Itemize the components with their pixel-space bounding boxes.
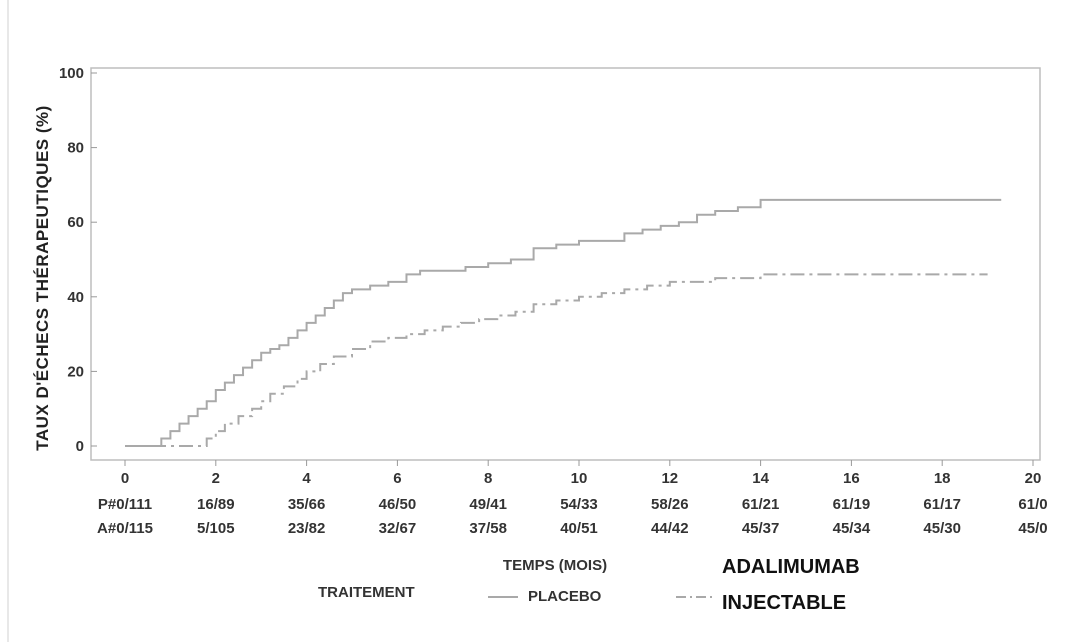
risk-adalimumab-cell: 32/67 bbox=[379, 520, 417, 537]
risk-placebo-cell: 46/50 bbox=[379, 496, 417, 513]
plot-frame bbox=[90, 67, 1041, 461]
risk-placebo-cell: 16/89 bbox=[197, 496, 235, 513]
legend-placebo-label: PLACEBO bbox=[528, 588, 602, 605]
x-tick-label: 0 bbox=[121, 470, 129, 487]
risk-adalimumab-cell: 44/42 bbox=[651, 520, 689, 537]
legend-adalimumab-label-line2: INJECTABLE bbox=[722, 592, 846, 614]
x-tick-label: 12 bbox=[661, 470, 678, 487]
risk-placebo-cell: P#0/111 bbox=[98, 496, 152, 513]
x-tick-label: 6 bbox=[393, 470, 401, 487]
series-layer bbox=[125, 198, 1002, 447]
y-axis: 0 20 40 60 80 100 bbox=[59, 65, 97, 455]
x-axis-label: TEMPS (MOIS) bbox=[503, 557, 607, 574]
risk-placebo-cell: 54/33 bbox=[560, 496, 598, 513]
risk-adalimumab-cell: 5/105 bbox=[197, 520, 235, 537]
risk-adalimumab-cell: 45/34 bbox=[833, 520, 871, 537]
at-risk-table: P#0/111 16/89 35/66 46/50 49/41 54/33 58/26 61/… bbox=[97, 496, 1048, 537]
risk-adalimumab-cell: 40/51 bbox=[560, 520, 598, 537]
x-tick-label: 8 bbox=[484, 470, 492, 487]
risk-placebo-cell: 58/26 bbox=[651, 496, 689, 513]
y-tick-label: 100 bbox=[59, 65, 84, 82]
x-tick-label: 4 bbox=[302, 470, 311, 487]
y-tick-label: 60 bbox=[67, 214, 84, 231]
y-tick-label: 0 bbox=[76, 438, 84, 455]
risk-placebo-cell: 61/19 bbox=[833, 496, 871, 513]
risk-placebo-cell: 49/41 bbox=[469, 496, 507, 513]
legend-title: TRAITEMENT bbox=[318, 584, 415, 601]
x-tick-label: 2 bbox=[212, 470, 220, 487]
risk-placebo-cell: 35/66 bbox=[288, 496, 326, 513]
x-axis: 0 2 4 6 8 10 12 14 16 18 20 bbox=[121, 460, 1042, 487]
y-tick-label: 20 bbox=[67, 363, 84, 380]
y-tick-label: 40 bbox=[67, 289, 84, 306]
risk-adalimumab-cell: A#0/115 bbox=[97, 520, 153, 537]
x-tick-label: 16 bbox=[843, 470, 860, 487]
adalimumab-curve bbox=[125, 273, 988, 447]
legend-adalimumab-label-line1: ADALIMUMAB bbox=[722, 556, 860, 578]
y-axis-label: TAUX D'ÉCHECS THÉRAPEUTIQUES (%) bbox=[33, 105, 52, 451]
risk-placebo-cell: 61/17 bbox=[923, 496, 961, 513]
risk-adalimumab-cell: 45/0 bbox=[1018, 520, 1047, 537]
legend: TRAITEMENT PLACEBO ADALIMUMAB INJECTABLE bbox=[318, 556, 860, 614]
risk-placebo-cell: 61/21 bbox=[742, 496, 780, 513]
x-tick-label: 20 bbox=[1025, 470, 1042, 487]
x-tick-label: 14 bbox=[752, 470, 769, 487]
risk-adalimumab-cell: 23/82 bbox=[288, 520, 326, 537]
x-tick-label: 18 bbox=[934, 470, 951, 487]
placebo-curve bbox=[125, 198, 1002, 447]
risk-adalimumab-cell: 37/58 bbox=[469, 520, 507, 537]
y-tick-label: 80 bbox=[67, 140, 84, 157]
risk-adalimumab-cell: 45/37 bbox=[742, 520, 780, 537]
risk-adalimumab-cell: 45/30 bbox=[923, 520, 961, 537]
risk-placebo-cell: 61/0 bbox=[1018, 496, 1047, 513]
x-tick-label: 10 bbox=[571, 470, 588, 487]
